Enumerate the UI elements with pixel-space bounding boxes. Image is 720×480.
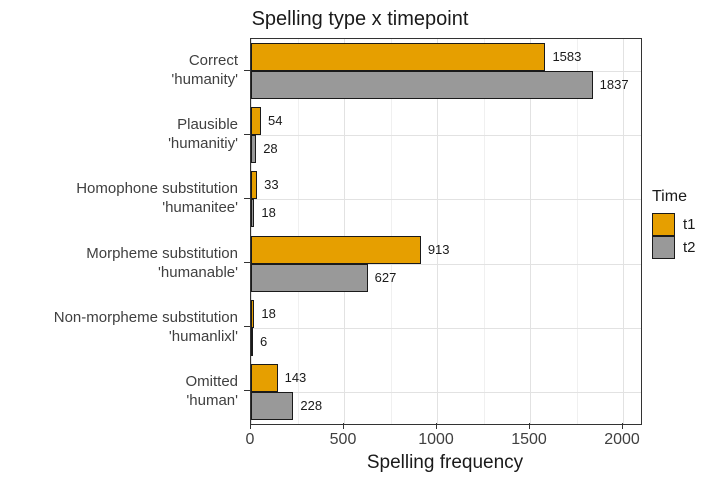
bar-value-label: 913 xyxy=(427,241,450,257)
y-axis-label: Homophone substitution 'humanitee' xyxy=(76,180,238,217)
gridline-major-horizontal xyxy=(251,199,641,201)
bar-t2 xyxy=(251,391,294,420)
gridline-major-horizontal xyxy=(251,263,641,265)
x-tick-mark xyxy=(621,423,623,429)
gridline-minor-vertical xyxy=(390,39,392,424)
bar-value-label: 6 xyxy=(260,333,268,349)
legend-swatch-t2 xyxy=(652,236,675,259)
x-tick-label: 1000 xyxy=(418,431,454,448)
x-tick-label: 0 xyxy=(245,431,255,448)
legend: Time t1 t2 xyxy=(652,188,696,259)
y-tick-mark xyxy=(244,326,250,328)
y-tick-mark xyxy=(244,197,250,199)
legend-item: t2 xyxy=(652,236,696,259)
y-axis-label: Correct 'humanity' xyxy=(171,52,238,89)
bar-t2 xyxy=(251,135,257,164)
bar-t2 xyxy=(251,71,593,100)
gridline-minor-vertical xyxy=(483,39,485,424)
legend-label: t1 xyxy=(683,216,696,233)
gridline-minor-vertical xyxy=(576,39,578,424)
bar-value-label: 1837 xyxy=(599,77,629,93)
y-axis-label: Plausible 'humanitiy' xyxy=(168,116,238,153)
gridline-major-vertical xyxy=(623,39,624,424)
bar-t2 xyxy=(251,327,253,356)
bar-t2 xyxy=(251,199,255,228)
y-tick-mark xyxy=(244,69,250,71)
y-axis-label: Omitted 'human' xyxy=(185,372,238,409)
legend-items: t1 t2 xyxy=(652,213,696,259)
gridline-major-vertical xyxy=(530,39,531,424)
bar-t1 xyxy=(251,235,421,264)
bar-value-label: 228 xyxy=(300,397,323,413)
gridline-minor-vertical xyxy=(297,39,299,424)
bar-t1 xyxy=(251,299,255,328)
x-axis-title: Spelling frequency xyxy=(366,452,524,473)
x-tick-label: 2000 xyxy=(604,431,640,448)
legend-item: t1 xyxy=(652,213,696,236)
x-tick-label: 500 xyxy=(329,431,357,448)
x-tick-mark xyxy=(249,423,251,429)
bar-value-label: 18 xyxy=(261,205,276,221)
bar-value-label: 33 xyxy=(264,177,279,193)
y-tick-mark xyxy=(244,133,250,135)
gridline-major-vertical xyxy=(437,39,438,424)
gridline-major-horizontal xyxy=(251,391,641,393)
bar-value-label: 627 xyxy=(374,269,397,285)
x-tick-mark xyxy=(528,423,530,429)
bar-t1 xyxy=(251,363,278,392)
y-axis-label: Morpheme substitution 'humanable' xyxy=(86,244,238,281)
gridline-major-horizontal xyxy=(251,135,641,137)
y-tick-mark xyxy=(244,262,250,264)
bar-t2 xyxy=(251,263,368,292)
legend-label: t2 xyxy=(683,239,696,256)
legend-title: Time xyxy=(652,188,687,205)
bar-t1 xyxy=(251,171,258,200)
plot-panel: 1583 1837 54 28 33 18 913 627 18 6 143 228 xyxy=(250,38,642,425)
gridline-major-vertical xyxy=(251,39,252,424)
x-tick-mark xyxy=(435,423,437,429)
bar-value-label: 28 xyxy=(263,141,278,157)
legend-swatch-t1 xyxy=(652,213,675,236)
y-axis-label: Non-morpheme substitution 'humanlixl' xyxy=(53,308,238,345)
x-tick-label: 1500 xyxy=(511,431,547,448)
bar-value-label: 18 xyxy=(261,305,276,321)
x-tick-mark xyxy=(342,423,344,429)
bar-value-label: 143 xyxy=(284,369,307,385)
bar-t1 xyxy=(251,107,262,136)
bar-t1 xyxy=(251,43,546,72)
gridline-major-horizontal xyxy=(251,327,641,329)
bar-value-label: 1583 xyxy=(552,49,582,65)
y-tick-mark xyxy=(244,390,250,392)
gridline-major-vertical xyxy=(344,39,345,424)
bar-value-label: 54 xyxy=(268,113,283,129)
chart-title: Spelling type x timepoint xyxy=(251,8,469,30)
